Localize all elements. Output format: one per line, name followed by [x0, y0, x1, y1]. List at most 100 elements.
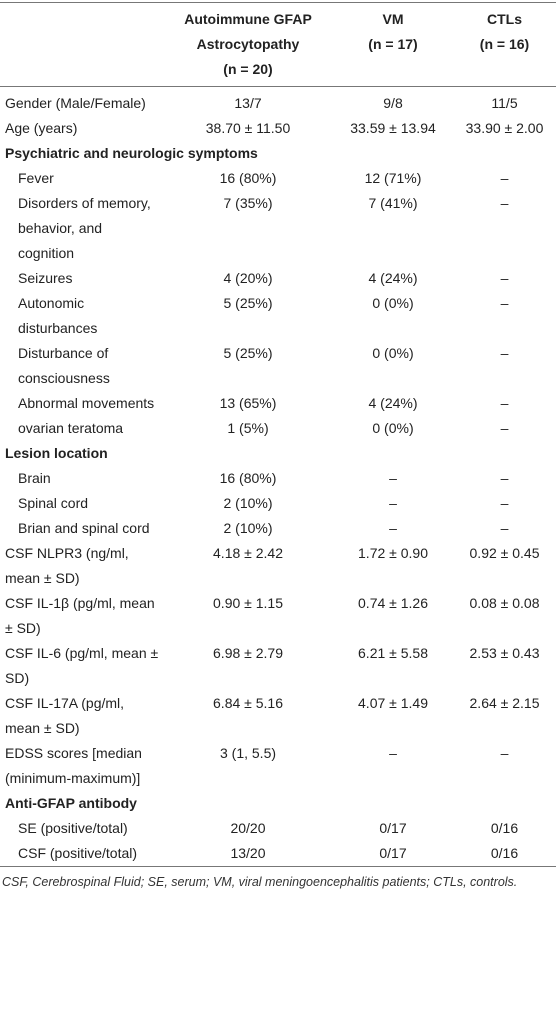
footnote: CSF, Cerebrospinal Fluid; SE, serum; VM,… — [2, 875, 518, 889]
cell: 2 (10%) — [223, 520, 273, 536]
cell: 9/8 — [383, 95, 403, 111]
cell: 0/16 — [490, 845, 519, 861]
header-label: CTLs — [487, 11, 522, 27]
cell: 4.07 ± 1.49 — [358, 695, 428, 711]
cell: – — [389, 495, 397, 511]
cell: – — [500, 345, 509, 361]
header-label: Autoimmune GFAP Astrocytopathy — [184, 11, 312, 52]
cell: 7 (35%) — [223, 195, 273, 211]
row-label: ovarian teratoma — [18, 420, 124, 436]
cell: – — [500, 470, 509, 486]
row-label: Brian and spinal cord — [18, 520, 150, 536]
cell: 4.18 ± 2.42 — [213, 545, 283, 561]
cell: 13 (65%) — [219, 395, 277, 411]
header-row: Autoimmune GFAP Astrocytopathy (n = 20) VM… — [0, 3, 556, 87]
row-label: SE (positive/total) — [18, 820, 128, 836]
section-row: Psychiatric and neurologic symptoms — [0, 141, 556, 166]
cell: 1.72 ± 0.90 — [358, 545, 428, 561]
section-title: Lesion location — [5, 445, 108, 461]
cell: 0.90 ± 1.15 — [213, 595, 283, 611]
cell: – — [500, 520, 509, 536]
cell: – — [500, 420, 509, 436]
table-row: Gender (Male/Female) 13/7 9/8 11/5 — [0, 87, 556, 117]
table-row: Autonomic disturbances 5 (25%) 0 (0%) – — [0, 291, 556, 341]
table-row: Seizures 4 (20%) 4 (24%) – — [0, 266, 556, 291]
row-label: Age (years) — [5, 120, 78, 136]
table-row: ovarian teratoma 1 (5%) 0 (0%) – — [0, 416, 556, 441]
row-label: CSF IL-17A (pg/ml, mean ± SD) — [5, 695, 125, 736]
table-row: Fever 16 (80%) 12 (71%) – — [0, 166, 556, 191]
section-title: Psychiatric and neurologic symptoms — [5, 145, 258, 161]
row-label: Brain — [18, 470, 51, 486]
section-title: Anti-GFAP antibody — [5, 795, 137, 811]
cell: 5 (25%) — [223, 345, 273, 361]
cell: – — [389, 470, 397, 486]
cell: 11/5 — [491, 95, 518, 111]
row-label: Abnormal movements — [18, 395, 155, 411]
row-label: CSF IL-6 (pg/ml, mean ± SD) — [5, 645, 159, 686]
row-label: EDSS scores [median (minimum-maximum)] — [5, 745, 142, 786]
cell: 6.98 ± 2.79 — [213, 645, 283, 661]
table-body: Gender (Male/Female) 13/7 9/8 11/5 Age (year… — [0, 87, 556, 867]
cell: 0.74 ± 1.26 — [358, 595, 428, 611]
row-label: Fever — [18, 170, 54, 186]
cell: – — [500, 170, 509, 186]
cell: 13/20 — [230, 845, 266, 861]
cell: – — [500, 395, 509, 411]
cell: – — [500, 495, 509, 511]
table-row: Brian and spinal cord 2 (10%) – – — [0, 516, 556, 541]
header-cell — [0, 3, 163, 87]
cell: 33.90 ± 2.00 — [465, 120, 544, 136]
cell: 13/7 — [234, 95, 262, 111]
row-label: Seizures — [18, 270, 73, 286]
cell: 33.59 ± 13.94 — [350, 120, 436, 136]
table-row: CSF NLPR3 (ng/ml, mean ± SD) 4.18 ± 2.42 1… — [0, 541, 556, 591]
header-cell: CTLs (n = 16) — [453, 3, 556, 87]
header-cell: Autoimmune GFAP Astrocytopathy (n = 20) — [163, 3, 333, 87]
cell: 12 (71%) — [364, 170, 422, 186]
cell: 2.53 ± 0.43 — [469, 645, 540, 661]
cell: – — [500, 745, 509, 761]
row-label: Disturbance of consciousness — [18, 345, 110, 386]
table-row: Disturbance of consciousness 5 (25%) 0 (0%… — [0, 341, 556, 391]
cell: 2 (10%) — [223, 495, 273, 511]
cell: 4 (20%) — [223, 270, 273, 286]
row-label: CSF NLPR3 (ng/ml, mean ± SD) — [5, 545, 129, 586]
cell: 0.08 ± 0.08 — [469, 595, 540, 611]
header-label: VM — [382, 11, 404, 27]
cell: 0 (0%) — [372, 345, 414, 361]
cell: 0 (0%) — [372, 295, 414, 311]
row-label: Spinal cord — [18, 495, 89, 511]
cell: 6.84 ± 5.16 — [213, 695, 283, 711]
cell: 0/17 — [379, 820, 407, 836]
row-label: CSF (positive/total) — [18, 845, 138, 861]
header-n: (n = 17) — [368, 36, 418, 52]
cell: 0 (0%) — [372, 420, 414, 436]
table-row: CSF IL-6 (pg/ml, mean ± SD) 6.98 ± 2.79 6.… — [0, 641, 556, 691]
table-row: Disorders of memory, behavior, and cogni… — [0, 191, 556, 266]
cell: 4 (24%) — [368, 270, 418, 286]
header-cell: VM (n = 17) — [333, 3, 453, 87]
cell: 20/20 — [230, 820, 266, 836]
cell: 3 (1, 5.5) — [219, 745, 277, 761]
cell: 5 (25%) — [223, 295, 273, 311]
section-row: Lesion location — [0, 441, 556, 466]
cell: 6.21 ± 5.58 — [358, 645, 428, 661]
cell: 38.70 ± 11.50 — [205, 120, 291, 136]
cell: – — [389, 745, 397, 761]
header-n: (n = 16) — [479, 36, 530, 52]
cell: 16 (80%) — [219, 470, 277, 486]
table-row: Brain 16 (80%) – – — [0, 466, 556, 491]
row-label: Gender (Male/Female) — [5, 95, 146, 111]
cell: 0.92 ± 0.45 — [469, 545, 540, 561]
cell: – — [389, 520, 397, 536]
cell: 4 (24%) — [368, 395, 418, 411]
cell: – — [500, 195, 509, 211]
cell: 1 (5%) — [227, 420, 269, 436]
header-n: (n = 20) — [223, 61, 273, 77]
data-table: Autoimmune GFAP Astrocytopathy (n = 20) VM… — [0, 2, 556, 867]
table-row: Age (years) 38.70 ± 11.50 33.59 ± 13.94 33.… — [0, 116, 556, 141]
cell: – — [500, 295, 509, 311]
cell: 0/17 — [379, 845, 407, 861]
table-header: Autoimmune GFAP Astrocytopathy (n = 20) VM… — [0, 3, 556, 87]
